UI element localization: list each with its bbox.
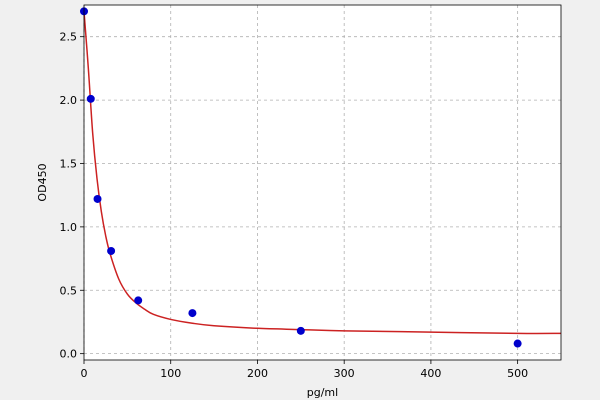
x-axis-label: pg/ml	[307, 386, 338, 399]
data-point	[188, 309, 197, 318]
y-tick-label: 0.0	[60, 348, 78, 361]
x-tick-label: 100	[160, 367, 181, 380]
x-tick-label: 300	[334, 367, 355, 380]
data-point	[93, 194, 102, 203]
plot-frame	[83, 4, 562, 361]
y-tick-label: 2.5	[60, 31, 78, 44]
data-point	[296, 326, 305, 335]
y-tick-label: 2.0	[60, 94, 78, 107]
y-tick-label: 1.0	[60, 221, 78, 234]
data-point	[134, 296, 143, 305]
y-tick-label: 1.5	[60, 157, 78, 170]
plot-area	[84, 5, 561, 360]
x-tick-label: 500	[507, 367, 528, 380]
x-tick-label: 200	[247, 367, 268, 380]
y-axis-label: OD450	[36, 163, 49, 201]
data-point	[107, 246, 116, 255]
data-point	[513, 339, 522, 348]
x-tick-label: 400	[420, 367, 441, 380]
data-point	[86, 94, 95, 103]
x-tick-label: 0	[81, 367, 88, 380]
fit-curve-layer	[83, 11, 562, 335]
y-axis-ticks: 0.0 0.5 1.0 1.5 2.0 2.5	[60, 31, 84, 361]
y-tick-label: 0.5	[60, 284, 78, 297]
fit-curve-line	[83, 11, 562, 335]
x-axis-ticks: 0 100 200 300 400 500	[81, 360, 528, 380]
